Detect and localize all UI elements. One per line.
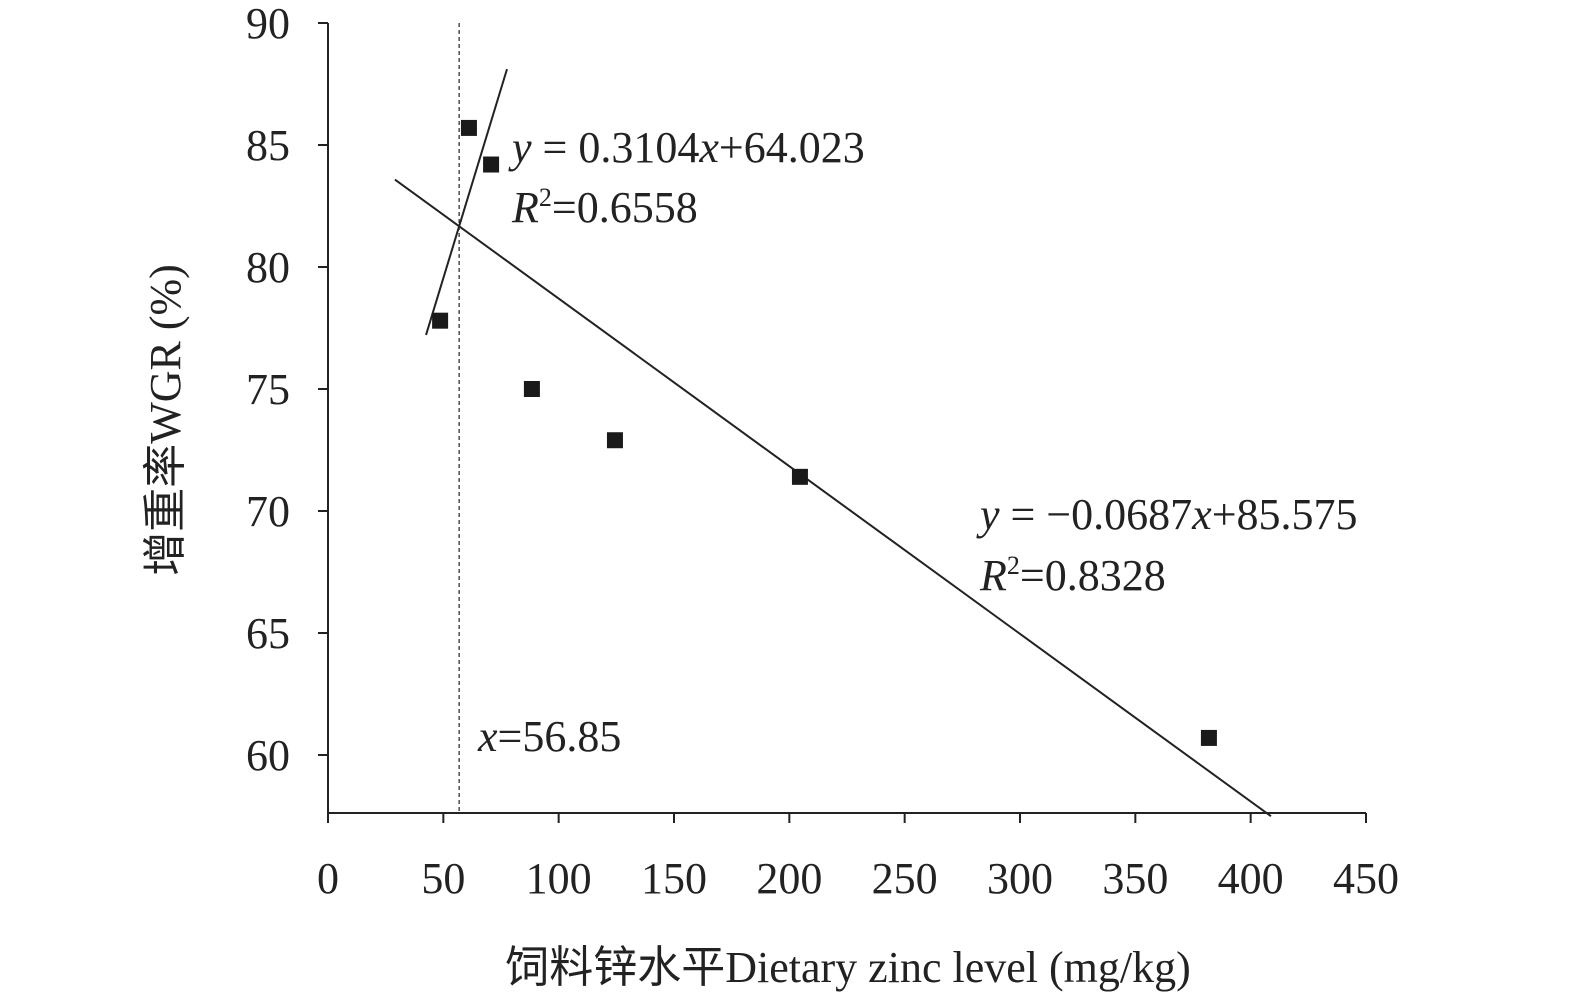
- data-point: [432, 312, 449, 329]
- axes: [327, 23, 1366, 814]
- x-tick-label: 50: [421, 854, 465, 903]
- data-point: [523, 381, 540, 397]
- fit-line-1: [425, 68, 508, 336]
- data-point: [1200, 729, 1217, 746]
- fit2-equation: y = −0.0687x+85.575: [976, 490, 1358, 539]
- x-tick-label: 350: [1102, 854, 1168, 903]
- y-tick-label: 80: [246, 243, 290, 292]
- x-tick-label: 100: [526, 854, 592, 903]
- data-point: [460, 119, 477, 136]
- y-axis-label: 增重率WGR (%): [141, 264, 190, 576]
- x-axis-label: 饲料锌水平Dietary zinc level (mg/kg): [505, 943, 1190, 992]
- x-tick-label: 450: [1333, 854, 1399, 903]
- data-point: [606, 432, 623, 449]
- y-tick-label: 65: [246, 609, 290, 658]
- y-tick-label: 90: [246, 0, 290, 48]
- fit-line-2: [394, 178, 1272, 818]
- fit1-r2: R2=0.6558: [511, 183, 698, 232]
- data-point: [791, 468, 808, 485]
- fit1-equation: y = 0.3104x+64.023: [508, 123, 865, 172]
- y-tick-label: 70: [246, 487, 290, 536]
- x-tick-label: 250: [872, 854, 938, 903]
- x-tick-label: 150: [641, 854, 707, 903]
- x-tick-label: 200: [756, 854, 822, 903]
- x-tick-label: 300: [987, 854, 1053, 903]
- breakpoint-label: x=56.85: [477, 712, 621, 761]
- data-point: [483, 156, 500, 173]
- y-tick-label: 75: [246, 365, 290, 414]
- x-tick-label: 400: [1218, 854, 1284, 903]
- y-tick-label: 85: [246, 121, 290, 170]
- y-tick-label: 60: [246, 731, 290, 780]
- x-tick-label: 0: [317, 854, 339, 903]
- fit2-r2: R2=0.8328: [979, 551, 1166, 600]
